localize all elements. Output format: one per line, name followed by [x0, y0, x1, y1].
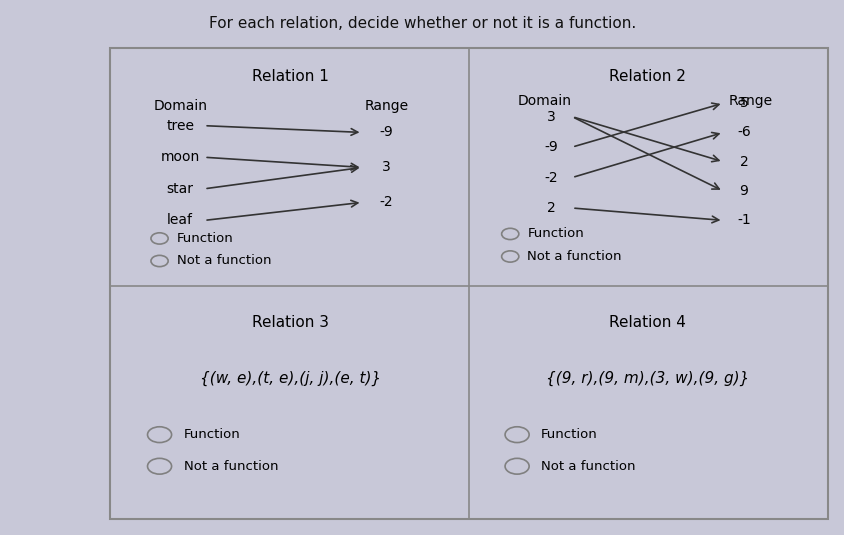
Text: For each relation, decide whether or not it is a function.: For each relation, decide whether or not… — [208, 16, 636, 31]
Text: leaf: leaf — [167, 213, 193, 227]
Text: 5: 5 — [738, 96, 748, 110]
Text: -6: -6 — [736, 125, 750, 140]
Text: moon: moon — [160, 150, 199, 164]
Text: 3: 3 — [546, 110, 555, 124]
Text: Function: Function — [527, 227, 583, 240]
Text: Relation 1: Relation 1 — [252, 70, 328, 85]
Text: -2: -2 — [544, 171, 558, 185]
Text: Not a function: Not a function — [527, 250, 621, 263]
Text: -9: -9 — [379, 125, 392, 140]
Text: -1: -1 — [736, 213, 750, 227]
Text: Range: Range — [728, 94, 772, 108]
Text: {(w, e),(t, e),(j, j),(e, t)}: {(w, e),(t, e),(j, j),(e, t)} — [199, 371, 381, 386]
Text: -2: -2 — [379, 195, 392, 209]
Text: Domain: Domain — [153, 98, 207, 112]
Text: Relation 2: Relation 2 — [609, 70, 685, 85]
Text: 2: 2 — [546, 201, 555, 215]
Text: Function: Function — [540, 428, 598, 441]
Text: Function: Function — [176, 232, 233, 245]
Text: Relation 4: Relation 4 — [609, 315, 685, 330]
Text: -9: -9 — [544, 140, 558, 154]
Text: 9: 9 — [738, 184, 748, 198]
Text: 3: 3 — [381, 160, 391, 174]
Text: Relation 3: Relation 3 — [252, 315, 328, 330]
Text: star: star — [166, 182, 193, 196]
Text: Range: Range — [364, 98, 408, 112]
Text: Not a function: Not a function — [540, 460, 635, 473]
Text: 2: 2 — [738, 155, 748, 169]
Text: Not a function: Not a function — [176, 255, 271, 268]
Text: Domain: Domain — [517, 94, 571, 108]
Text: tree: tree — [166, 119, 194, 133]
Text: {(9, r),(9, m),(3, w),(9, g)}: {(9, r),(9, m),(3, w),(9, g)} — [545, 371, 749, 386]
Text: Function: Function — [183, 428, 240, 441]
Text: Not a function: Not a function — [183, 460, 278, 473]
